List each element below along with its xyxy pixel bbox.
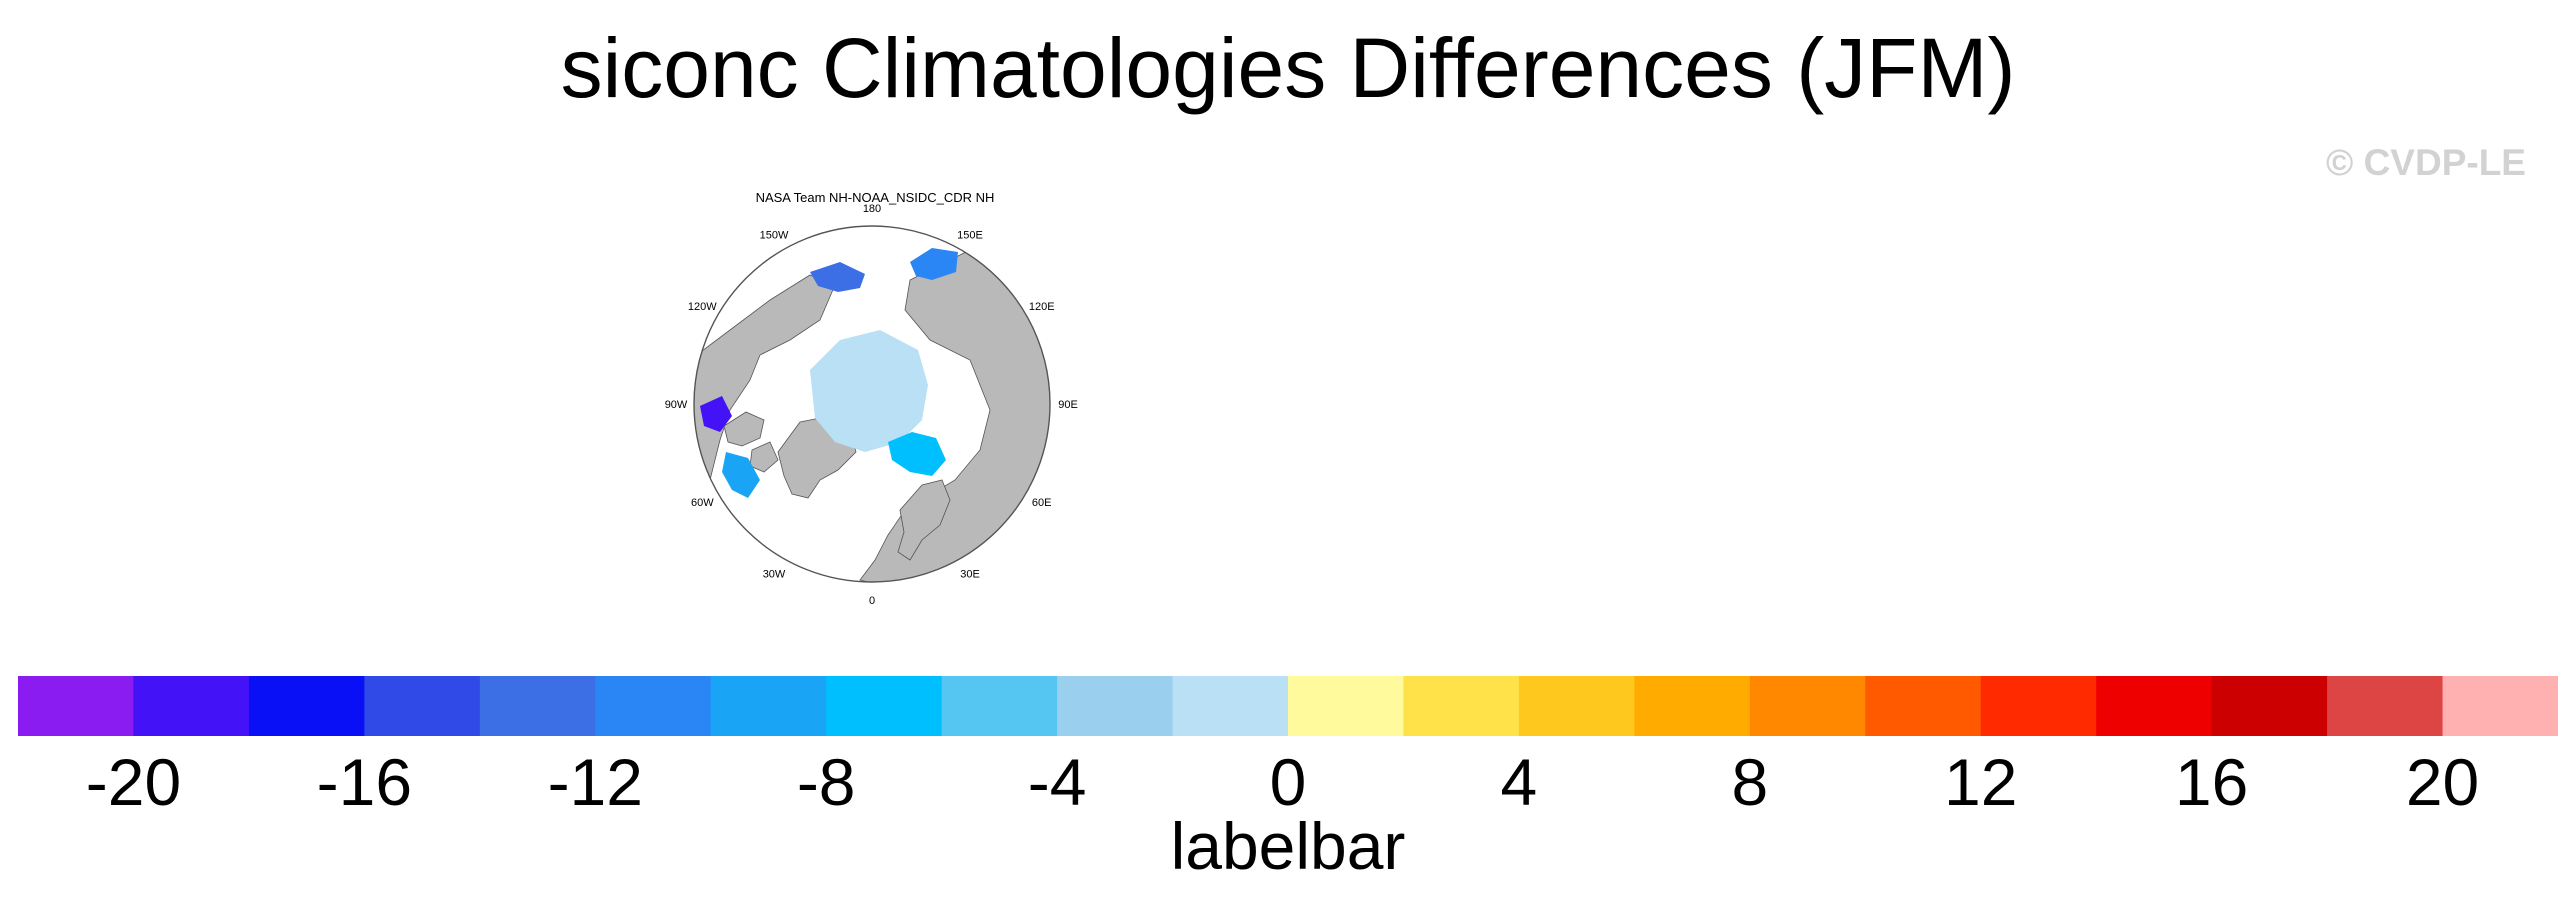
panel-title: NASA Team NH-NOAA_NSIDC_CDR NH: [756, 190, 995, 205]
lon-label: 150W: [760, 229, 789, 241]
colorbar-box: [1634, 676, 1751, 736]
colorbar: [18, 676, 2559, 736]
lon-label: 150E: [957, 229, 983, 241]
lon-label: 180: [863, 203, 881, 215]
ice-labrador-sea: [722, 452, 760, 498]
lon-label: 60W: [691, 497, 714, 509]
colorbar-box: [826, 676, 943, 736]
land-scandinavia: [897, 479, 951, 561]
watermark: © CVDP-LE: [2326, 142, 2526, 183]
colorbar-box: [1980, 676, 2097, 736]
colorbar-tick-label: -20: [85, 745, 182, 819]
ice-central-arctic: [810, 330, 928, 452]
colorbar-tick-label: 0: [1269, 745, 1307, 819]
longitude-labels: 180 150E 120E 90E 60E 30E 0 30W 60W 90W 120W 150W: [665, 203, 1078, 607]
colorbar-tick-label: -12: [547, 745, 643, 819]
colorbar-tick-label: 12: [1944, 745, 2018, 819]
colorbar-tick-label: 20: [2405, 745, 2480, 819]
colorbar-box: [941, 676, 1058, 736]
lon-label: 90W: [665, 399, 688, 411]
map-boundary: [693, 225, 1051, 583]
colorbar-tick-label: 8: [1731, 745, 1769, 819]
colorbar-tick-label: 4: [1500, 745, 1538, 819]
ice-barents-sea: [888, 432, 946, 476]
colorbar-box: [1288, 676, 1404, 736]
colorbar-tick-label: -8: [796, 745, 856, 819]
colorbar-box: [710, 676, 827, 736]
colorbar-box: [479, 676, 596, 736]
colorbar-box: [248, 676, 365, 736]
ice-okhotsk-sea: [910, 248, 958, 280]
lon-label: 30E: [960, 569, 980, 581]
colorbar-labels: -20 -16 -12 -8 -4 0 4 8 12 16 20: [0, 742, 2576, 822]
colorbar-box: [1057, 676, 1174, 736]
map-content: [694, 239, 1050, 582]
colorbar-box: [133, 676, 250, 736]
colorbar-box: [2211, 676, 2328, 736]
lon-label: 0: [869, 595, 875, 607]
lon-label: 30W: [763, 569, 786, 581]
lon-label: 60E: [1032, 497, 1052, 509]
colorbar-boxes: [18, 676, 2559, 736]
lon-label: 120E: [1029, 301, 1055, 313]
colorbar-box: [1518, 676, 1635, 736]
colorbar-box: [1403, 676, 1520, 736]
ice-hudson-bay: [700, 396, 732, 432]
colorbar-box: [18, 676, 134, 736]
colorbar-box: [2442, 676, 2559, 736]
colorbar-tick-label: 16: [2174, 745, 2249, 819]
colorbar-box: [1749, 676, 1866, 736]
colorbar-box: [595, 676, 712, 736]
ice-bering-sea: [810, 262, 865, 292]
polar-map: NASA Team NH-NOAA_NSIDC_CDR NH 180 150E 12…: [665, 190, 1078, 607]
colorbar-box: [1865, 676, 1982, 736]
colorbar-tick-label: -16: [316, 745, 413, 819]
colorbar-box: [1172, 676, 1289, 736]
colorbar-box: [2327, 676, 2444, 736]
colorbar-box: [2096, 676, 2213, 736]
colorbar-title: labelbar: [1170, 809, 1406, 883]
lon-label: 120W: [688, 301, 717, 313]
colorbar-tick-label: -4: [1027, 745, 1087, 819]
colorbar-box: [364, 676, 481, 736]
figure-title: siconc Climatologies Differences (JFM): [560, 21, 2016, 115]
lon-label: 90E: [1058, 399, 1078, 411]
map-panel: NASA Team NH-NOAA_NSIDC_CDR NH 180 150E 12…: [660, 180, 1080, 620]
